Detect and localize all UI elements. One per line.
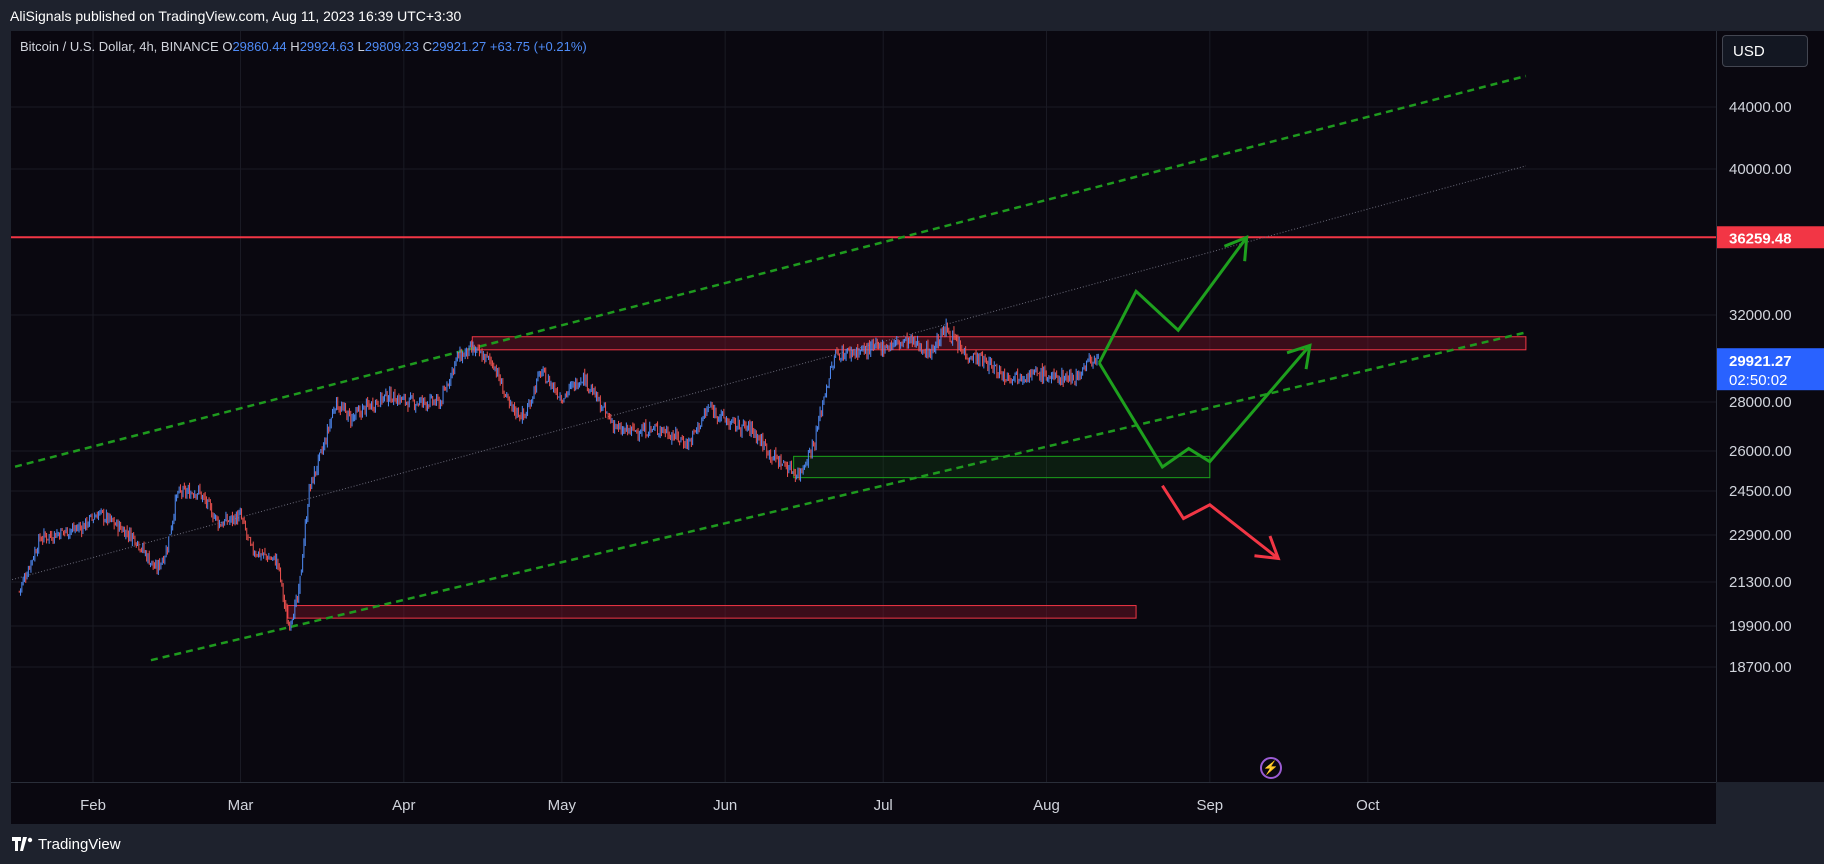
resistance-level-label: 36259.48	[1729, 230, 1792, 247]
price-tick-label: 44000.00	[1729, 99, 1792, 116]
time-tick-label: May	[548, 797, 577, 814]
price-tick-label: 19900.00	[1729, 618, 1792, 635]
bearish-arrow	[1254, 535, 1281, 561]
last-price-label: 29921.27	[1729, 353, 1792, 370]
high-label: H	[290, 39, 300, 54]
price-axis-canvas[interactable]: 44000.00 40000.00 32000.00 28000.00 26000.00…	[1717, 31, 1824, 782]
channel-line	[150, 331, 1527, 662]
bullish-arrow-2	[1286, 343, 1312, 370]
publisher-bar: AliSignals published on TradingView.com,…	[0, 0, 1824, 30]
channel-line	[11, 74, 1527, 470]
lightning-icon[interactable]: ⚡	[1260, 757, 1282, 779]
time-tick-label: Jul	[874, 797, 893, 814]
low-label: L	[357, 39, 365, 54]
change-value: +63.75 (+0.21%)	[489, 39, 587, 54]
ohlc-legend: Bitcoin / U.S. Dollar, 4h, BINANCE O2986…	[20, 39, 587, 54]
brand-name: TradingView	[38, 835, 121, 853]
open-value: 29860.44	[232, 39, 287, 54]
time-axis[interactable]: Feb Mar Apr May Jun Jul Aug Sep Oct	[11, 782, 1716, 825]
time-tick-label: Aug	[1033, 797, 1060, 814]
price-tick-label: 28000.00	[1729, 394, 1792, 411]
price-tick-label: 24500.00	[1729, 483, 1792, 500]
price-axis[interactable]: 44000.00 40000.00 32000.00 28000.00 26000.00…	[1716, 31, 1824, 782]
red-zone	[287, 605, 1137, 619]
price-tick-label: 18700.00	[1729, 659, 1792, 676]
price-tick-label: 32000.00	[1729, 307, 1792, 324]
low-value: 29809.23	[364, 39, 420, 54]
price-tick-label: 40000.00	[1729, 161, 1792, 178]
price-tick-label: 22900.00	[1729, 527, 1792, 544]
time-tick-label: Oct	[1356, 797, 1380, 814]
midline	[11, 165, 1527, 581]
tradingview-logo-icon	[12, 837, 33, 851]
symbol-label: Bitcoin / U.S. Dollar, 4h, BINANCE	[20, 39, 219, 54]
price-tick-label: 26000.00	[1729, 443, 1792, 460]
currency-button[interactable]: USD	[1722, 35, 1808, 67]
price-chart[interactable]: Bitcoin / U.S. Dollar, 4h, BINANCE O2986…	[11, 31, 1716, 782]
time-axis-canvas[interactable]: Feb Mar Apr May Jun Jul Aug Sep Oct	[11, 783, 1716, 825]
time-tick-label: Apr	[392, 797, 415, 814]
time-tick-label: Feb	[80, 797, 106, 814]
resistance-level-badge	[1717, 226, 1824, 249]
close-label: C	[422, 39, 433, 54]
bullish-projection-2	[1097, 344, 1312, 470]
price-tick-label: 21300.00	[1729, 574, 1792, 591]
footer-bar: TradingView	[0, 824, 1824, 864]
bullish-projection-1	[1097, 236, 1248, 364]
last-price-badge	[1717, 348, 1824, 391]
high-value: 29924.63	[299, 39, 354, 54]
countdown-label: 02:50:02	[1729, 372, 1787, 389]
chart-canvas[interactable]	[11, 31, 1716, 782]
bullish-arrow-1	[1223, 234, 1249, 262]
red-zone	[471, 336, 1527, 351]
green-zone	[793, 455, 1211, 479]
publisher-text: AliSignals published on TradingView.com,…	[10, 8, 462, 24]
open-label: O	[222, 39, 233, 54]
time-tick-label: Sep	[1196, 797, 1223, 814]
close-value: 29921.27	[432, 39, 487, 54]
time-tick-label: Mar	[228, 797, 254, 814]
time-tick-label: Jun	[713, 797, 737, 814]
bearish-projection	[1161, 484, 1280, 560]
tradingview-brand[interactable]: TradingView	[12, 834, 121, 854]
